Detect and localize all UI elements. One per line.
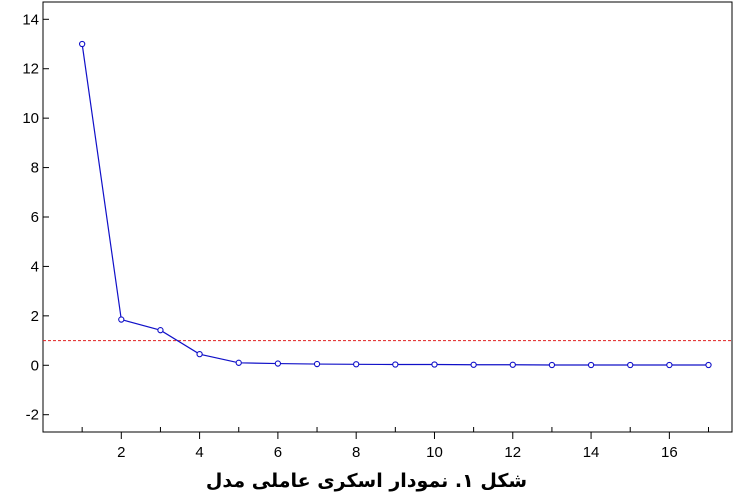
y-tick-label-2: 2 bbox=[31, 308, 39, 325]
x-tick-label-10: 10 bbox=[426, 444, 443, 461]
data-point-11 bbox=[470, 361, 477, 368]
x-tick-label-16: 16 bbox=[661, 444, 678, 461]
y-tick-label-6: 6 bbox=[31, 209, 39, 226]
data-point-14 bbox=[587, 361, 595, 369]
x-tick-label-6: 6 bbox=[274, 444, 282, 461]
data-point-13 bbox=[548, 361, 556, 369]
data-point-8 bbox=[353, 361, 360, 368]
data-point-4 bbox=[196, 351, 203, 358]
figure-caption: شکل ۱. نمودار اسکری عاملی مدل bbox=[205, 470, 528, 492]
data-point-16 bbox=[666, 361, 673, 369]
data-point-17 bbox=[705, 361, 712, 369]
axis-ticks: -2 0 2 4 6 8 10 12 14 2 4 6 8 10 12 14 16 bbox=[22, 11, 710, 461]
y-tick-label-12: 12 bbox=[22, 61, 39, 78]
y-tick-label-4: 4 bbox=[31, 258, 39, 275]
x-tick-label-14: 14 bbox=[583, 444, 600, 461]
data-point-7 bbox=[313, 360, 321, 368]
data-point-15 bbox=[627, 361, 634, 369]
y-tick-label-8: 8 bbox=[31, 160, 39, 177]
series-line-0 bbox=[81, 43, 709, 366]
x-tick-label-8: 8 bbox=[352, 444, 360, 461]
series-layer bbox=[78, 40, 712, 369]
x-tick-label-12: 12 bbox=[504, 444, 521, 461]
y-tick-label-10: 10 bbox=[22, 110, 39, 127]
y-tick-label-14: 14 bbox=[22, 11, 39, 28]
x-tick-label-4: 4 bbox=[195, 444, 203, 461]
data-point-9 bbox=[392, 361, 399, 368]
data-point-10 bbox=[431, 361, 438, 368]
x-tick-label-2: 2 bbox=[117, 444, 125, 461]
data-point-2 bbox=[118, 316, 125, 323]
data-point-12 bbox=[509, 361, 516, 368]
y-tick-label-0: 0 bbox=[31, 357, 39, 374]
data-point-5 bbox=[235, 359, 242, 366]
y-tick-label--2: -2 bbox=[26, 407, 39, 424]
data-point-6 bbox=[274, 360, 282, 367]
data-point-3 bbox=[157, 327, 164, 334]
data-point-1 bbox=[78, 40, 86, 48]
